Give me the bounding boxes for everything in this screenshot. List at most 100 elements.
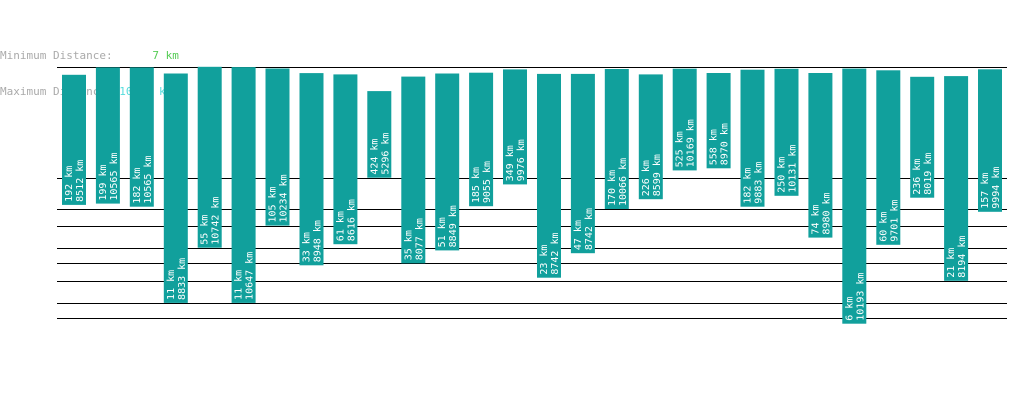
bar-min-label: 558 km — [709, 129, 720, 165]
distance-bar — [604, 69, 629, 209]
bar-labels: 47 km 8742 km — [573, 208, 595, 250]
distance-bar — [62, 74, 86, 205]
bar-min-label: 424 km — [369, 139, 380, 175]
distance-bar — [910, 76, 935, 198]
bar-max-label: 10565 km — [143, 156, 154, 204]
bar-max-label: 9994 km — [991, 167, 1002, 209]
bar-min-label: 236 km — [912, 159, 923, 195]
distance-bar — [570, 73, 595, 254]
bar-labels: 55 km 10742 km — [200, 197, 222, 245]
bar-labels: 182 km 9883 km — [743, 162, 765, 204]
bar-max-label: 8833 km — [177, 258, 188, 300]
bar-min-label: 105 km — [268, 186, 279, 222]
bar-max-label: 8194 km — [957, 236, 968, 278]
bar-min-label: 185 km — [471, 167, 482, 203]
bar-max-label: 10647 km — [245, 252, 256, 300]
distance-bar — [842, 68, 867, 324]
min-distance-row: Minimum Distance: 7 km — [0, 50, 179, 62]
bar-max-label: 8077 km — [414, 218, 425, 260]
bar-max-label: 10742 km — [211, 197, 222, 245]
bar-min-label: 21 km — [946, 248, 957, 278]
bar-min-label: 525 km — [675, 131, 686, 167]
bar-max-label: 10565 km — [109, 152, 120, 200]
bar-max-label: 8599 km — [652, 154, 663, 196]
bar-min-label: 6 km — [844, 297, 855, 321]
bar-min-label: 170 km — [607, 170, 618, 206]
distance-bar — [367, 91, 392, 178]
bar-labels: 199 km 10565 km — [98, 152, 120, 200]
min-distance-value: 7 km — [152, 49, 179, 62]
bar-labels: 11 km 10647 km — [234, 252, 256, 300]
bar-min-label: 61 km — [335, 211, 346, 241]
distance-bar — [638, 74, 663, 200]
bar-min-label: 349 km — [505, 145, 516, 181]
distance-bar — [197, 66, 222, 248]
distance-bar — [401, 76, 426, 264]
bar-labels: 74 km 8980 km — [810, 192, 832, 234]
bar-max-label: 5296 km — [380, 133, 391, 175]
bar-min-label: 55 km — [200, 215, 211, 245]
distance-bar — [231, 67, 256, 303]
bar-labels: 349 km 9976 km — [505, 139, 527, 181]
distance-bar — [299, 73, 324, 266]
bar-max-label: 10193 km — [855, 273, 866, 321]
bar-labels: 170 km 10066 km — [607, 158, 629, 206]
bar-labels: 226 km 8599 km — [641, 154, 663, 196]
bar-max-label: 10169 km — [686, 119, 697, 167]
bar-min-label: 157 km — [980, 173, 991, 209]
distance-bar — [503, 69, 527, 185]
bar-labels: 525 km 10169 km — [675, 119, 697, 167]
bar-min-label: 23 km — [539, 245, 550, 275]
distance-bar — [537, 73, 561, 278]
bar-min-label: 192 km — [64, 166, 75, 202]
min-distance-label: Minimum Distance: — [0, 49, 113, 62]
bar-max-label: 8616 km — [346, 199, 357, 241]
bar-labels: 105 km 10234 km — [268, 174, 290, 222]
distance-bar — [95, 67, 120, 204]
distance-bar — [774, 68, 799, 196]
bar-max-label: 10066 km — [618, 158, 629, 206]
bar-labels: 51 km 8849 km — [437, 205, 459, 247]
bar-min-label: 11 km — [166, 270, 177, 300]
bar-labels: 192 km 8512 km — [64, 160, 86, 202]
bar-max-label: 8948 km — [312, 220, 323, 262]
distance-bar — [808, 73, 833, 238]
bar-max-label: 8742 km — [584, 208, 595, 250]
distance-bar — [163, 73, 188, 303]
bar-labels: 23 km 8742 km — [539, 232, 561, 274]
bar-labels: 21 km 8194 km — [946, 236, 968, 278]
distance-bar — [672, 68, 697, 171]
bar-max-label: 8980 km — [821, 192, 832, 234]
bar-min-label: 47 km — [573, 220, 584, 250]
bar-max-label: 9883 km — [754, 162, 765, 204]
bar-labels: 182 km 10565 km — [132, 156, 154, 204]
distance-bar — [740, 69, 765, 207]
bar-min-label: 199 km — [98, 165, 109, 201]
bar-min-label: 60 km — [878, 212, 889, 242]
bar-max-label: 8019 km — [923, 153, 934, 195]
bar-min-label: 33 km — [301, 232, 312, 262]
distance-bar — [435, 73, 460, 251]
bar-labels: 558 km 8970 km — [709, 123, 731, 165]
distance-bar — [978, 69, 1002, 212]
bar-labels: 60 km 9701 km — [878, 200, 900, 242]
bar-labels: 250 km 10131 km — [776, 145, 798, 193]
bar-labels: 157 km 9994 km — [980, 167, 1002, 209]
bar-max-label: 10131 km — [787, 145, 798, 193]
bar-labels: 33 km 8948 km — [301, 220, 323, 262]
bar-max-label: 8512 km — [75, 160, 86, 202]
bar-max-label: 10234 km — [279, 174, 290, 222]
bar-min-label: 250 km — [776, 157, 787, 193]
bar-labels: 11 km 8833 km — [166, 258, 188, 300]
bar-max-label: 9055 km — [482, 161, 493, 203]
bar-min-label: 226 km — [641, 160, 652, 196]
bar-max-label: 9701 km — [889, 200, 900, 242]
bar-min-label: 11 km — [234, 270, 245, 300]
distance-bar — [333, 74, 358, 245]
bar-min-label: 35 km — [403, 230, 414, 260]
bar-min-label: 182 km — [743, 168, 754, 204]
bar-max-label: 8742 km — [550, 232, 561, 274]
bar-labels: 6 km 10193 km — [844, 273, 866, 321]
distance-bar — [876, 70, 901, 245]
